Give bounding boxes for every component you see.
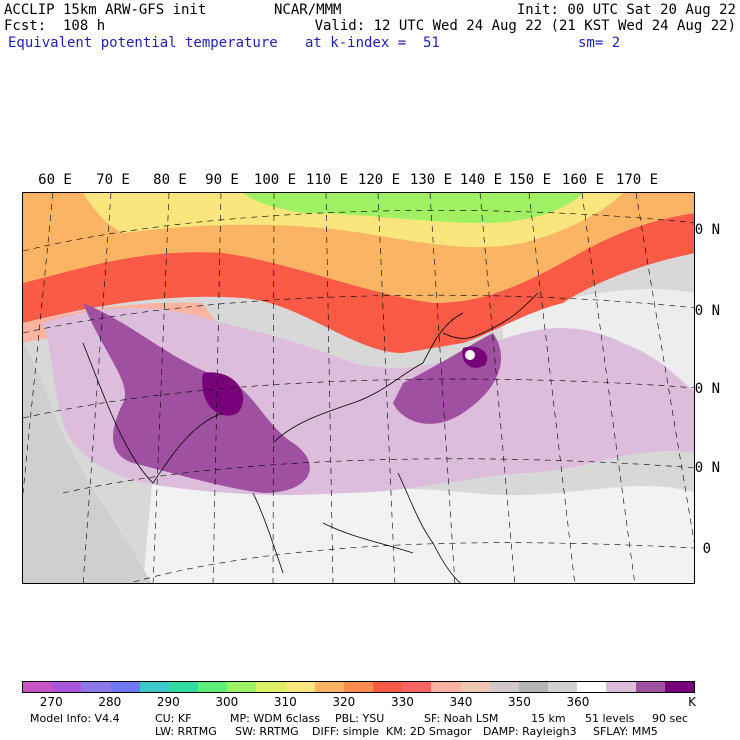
smoothing: sm= 2 [578,35,621,51]
init-time: Init: 00 UTC Sat 20 Aug 22 [516,2,736,18]
colorbar-tick-label: 360 [566,695,590,709]
colorbar-swatch [431,682,461,692]
lon-label: 130 E [409,172,453,188]
level-index: at k-index = 51 [305,35,440,51]
footer-levels: 51 levels [585,712,635,725]
field-380K-core [202,372,244,416]
lon-label: 160 E [561,172,605,188]
theta-e-map [22,192,695,584]
lon-label: 60 E [38,172,72,188]
colorbar-swatch [168,682,199,692]
colorbar-swatch [548,682,578,692]
colorbar-swatch [402,682,432,692]
footer-resolution: 15 km [531,712,566,725]
colorbar-swatch [227,682,257,692]
coastlines [82,292,539,583]
colorbar-swatch [314,682,344,692]
footer-cu: CU: KF [155,712,192,725]
colorbar-tick-label: 310 [273,695,297,709]
forecast-hour: Fcst: 108 h [4,18,106,34]
footer-diff: DIFF: simple [312,725,380,738]
lon-label: 170 E [615,172,659,188]
colorbar-swatch [635,682,665,692]
lon-label: 80 E [153,172,187,188]
field-350K-west [23,343,152,583]
colorbar-swatch [52,682,82,692]
colorbar-swatch [81,682,111,692]
colorbar-swatch [285,682,315,692]
colorbar-tick-label: 320 [332,695,356,709]
colorbar-swatch [373,682,403,692]
colorbar-swatch [343,682,374,692]
colorbar [22,681,695,693]
lon-label: 150 E [508,172,552,188]
footer-lw: LW: RRTMG [155,725,217,738]
colorbar-tick-label: 340 [449,695,473,709]
colorbar-swatch [198,682,228,692]
colorbar-tick-label: 280 [98,695,122,709]
footer-mp: MP: WDM 6class [230,712,320,725]
footer-sw: SW: RRTMG [235,725,299,738]
footer-km: KM: 2D Smagor [386,725,472,738]
map-canvas [23,193,694,583]
colorbar-tick-label: 290 [156,695,180,709]
colorbar-swatch [256,682,286,692]
field-name: Equivalent potential temperature [8,35,278,51]
colorbar-swatch [518,682,549,692]
lon-label: 140 E [459,172,503,188]
center-name: NCAR/MMM [274,2,342,18]
lat-label: 0 [702,541,711,557]
colorbar-swatch [606,682,636,692]
model-title: ACCLIP 15km ARW-GFS init [4,2,207,18]
footer-model-info: Model Info: V4.4 [30,712,120,725]
footer-damp: DAMP: Rayleigh3 [483,725,577,738]
valid-time: Valid: 12 UTC Wed 24 Aug 22 (21 KST Wed … [314,18,736,34]
typhoon-eye [465,350,475,360]
colorbar-swatch [489,682,519,692]
colorbar-swatch [110,682,140,692]
colorbar-unit: K [688,695,696,709]
colorbar-tick-label: 350 [507,695,531,709]
footer-timestep: 90 sec [652,712,689,725]
tropical-band [143,473,694,583]
colorbar-swatch [577,682,607,692]
lon-label: 90 E [205,172,239,188]
colorbar-swatch [460,682,490,692]
footer-sflay: SFLAY: MM5 [593,725,658,738]
field-370K-west [83,303,310,493]
colorbar-tick-label: 330 [390,695,414,709]
footer-sf: SF: Noah LSM [424,712,499,725]
field-300K [243,193,583,223]
lon-label: 70 E [96,172,130,188]
colorbar-tick-label: 270 [39,695,63,709]
lon-label: 100 E [253,172,297,188]
lon-label: 110 E [305,172,349,188]
footer-pbl: PBL: YSU [335,712,385,725]
graticule [23,193,694,583]
colorbar-swatch [664,682,694,692]
lon-label: 120 E [357,172,401,188]
colorbar-swatch [23,682,53,692]
colorbar-swatch [139,682,169,692]
colorbar-tick-label: 300 [215,695,239,709]
